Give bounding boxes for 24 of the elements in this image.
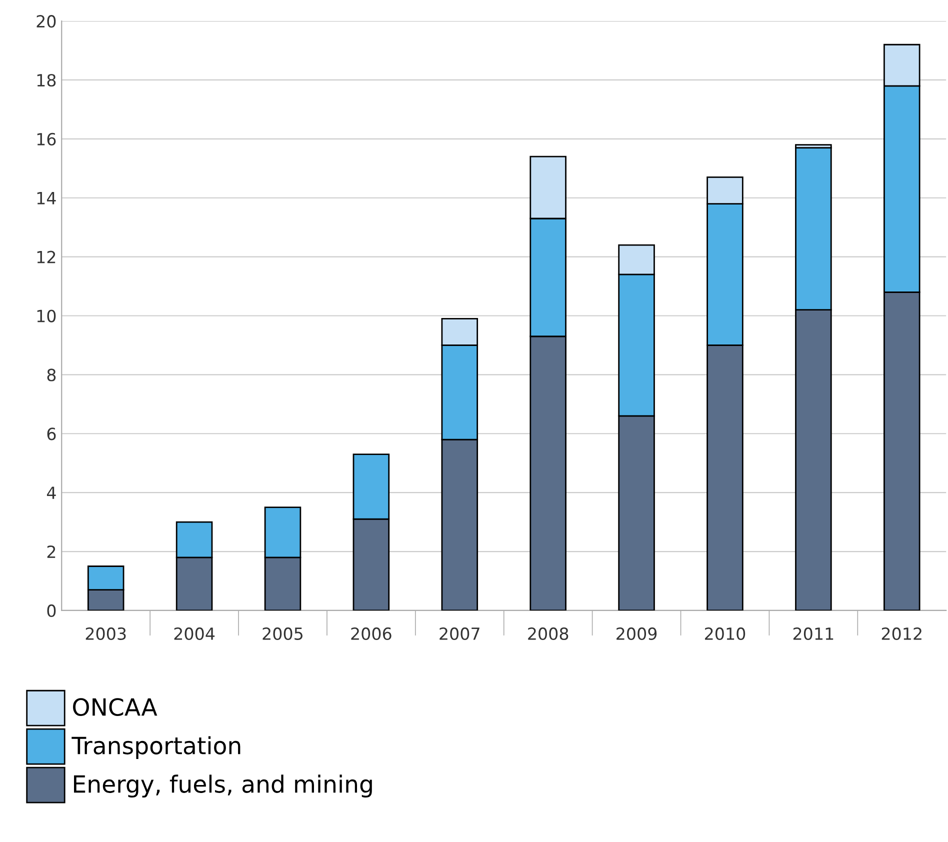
x-tick-label: 2011	[793, 627, 834, 640]
x-tick-label: 2008	[528, 627, 568, 640]
y-tick-label: 20	[36, 15, 56, 28]
x-tick-label: 2010	[704, 627, 746, 640]
y-tick-label: 0	[47, 604, 56, 618]
x-tick-label: 2012	[882, 627, 922, 640]
x-tick-label: 2009	[616, 627, 657, 640]
legend-label: Energy, fuels, and mining	[74, 774, 372, 798]
x-tick-label: 2007	[440, 627, 480, 640]
y-tick-label: 16	[37, 132, 56, 146]
x-tick-label: 2005	[262, 627, 302, 640]
y-tick-label: 8	[47, 368, 56, 382]
y-tick-label: 6	[47, 428, 56, 440]
y-tick-label: 2	[47, 545, 56, 558]
x-tick-label: 2006	[351, 627, 392, 640]
x-tick-label: 2003	[86, 627, 126, 640]
y-tick-label: 10	[37, 310, 56, 322]
x-tick-label: 2004	[174, 627, 215, 640]
legend-label: ONCAA	[73, 698, 158, 716]
y-tick-label: 12	[37, 250, 56, 264]
y-tick-label: 4	[46, 486, 56, 499]
legend-label: Transportation	[72, 736, 240, 760]
y-tick-label: 14	[37, 192, 56, 204]
y-tick-label: 18	[37, 74, 56, 87]
